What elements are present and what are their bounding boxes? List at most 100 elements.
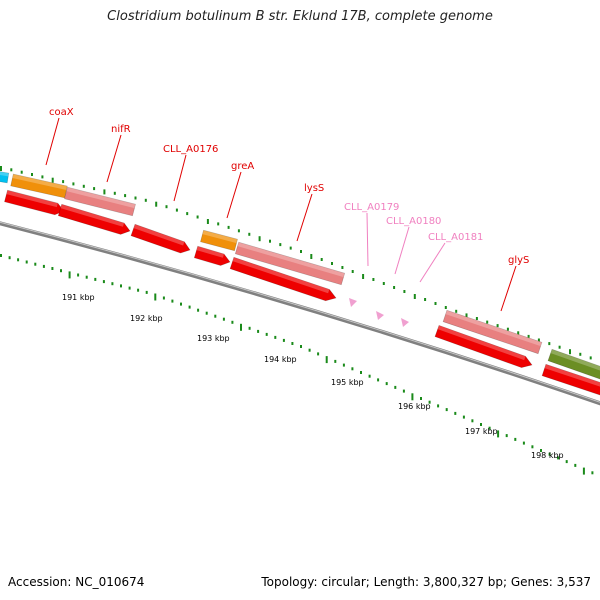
gene-red-7 — [541, 363, 600, 396]
inner-tick — [94, 277, 97, 281]
gene-label-cll-a0181: CLL_A0181 — [428, 232, 483, 243]
inner-tick — [222, 317, 225, 321]
gene-nifr-sheen — [66, 187, 136, 209]
outer-tick — [144, 198, 147, 202]
inner-tick — [128, 286, 131, 290]
leader-line — [296, 193, 313, 242]
outer-tick — [362, 274, 365, 279]
outer-tick — [589, 356, 592, 360]
inner-tick — [231, 320, 234, 324]
gene-lyss-sheen — [237, 242, 345, 278]
inner-tick — [557, 456, 560, 460]
gene-red-1-sheen — [6, 190, 58, 208]
scale-label-193kbp: 193 kbp — [197, 334, 230, 343]
outer-tick — [496, 324, 499, 328]
inner-tick — [377, 378, 380, 382]
outer-tick — [465, 313, 468, 319]
gene-red-4 — [193, 245, 231, 266]
scale-label-197kbp: 197 kbp — [465, 427, 498, 436]
outer-tick — [175, 208, 178, 212]
outer-tick — [31, 173, 33, 176]
outer-tick — [300, 250, 302, 253]
inner-tick — [411, 393, 414, 401]
leader-line — [226, 171, 242, 219]
inner-tick — [428, 400, 431, 404]
outer-tick — [186, 212, 189, 216]
outer-tick — [444, 306, 447, 309]
inner-tick — [300, 345, 302, 348]
gene-label-coax: coaX — [49, 107, 74, 118]
inner-tick — [85, 275, 88, 279]
inner-tick — [197, 308, 200, 312]
outer-tick — [341, 266, 344, 269]
inner-tick — [180, 302, 182, 306]
outer-tick — [51, 177, 54, 183]
inner-tick — [514, 437, 517, 441]
inner-tick — [497, 430, 500, 438]
inner-tick — [368, 374, 371, 378]
outer-tick — [393, 286, 396, 289]
gene-label-grea: greA — [231, 161, 254, 172]
gene-red-4-sheen — [196, 246, 224, 258]
inner-tick — [334, 359, 337, 363]
outer-tick — [10, 168, 13, 172]
gene-lyss — [234, 241, 346, 286]
gene-red-5 — [229, 256, 337, 302]
inner-tick — [565, 460, 568, 464]
outer-tick — [372, 278, 375, 281]
gene-cll-a0179 — [349, 298, 357, 307]
gene-grea — [200, 229, 238, 252]
inner-tick — [257, 329, 260, 333]
inner-tick — [471, 419, 474, 423]
outer-tick — [82, 184, 85, 188]
gene-cll-a0180 — [376, 311, 384, 320]
inner-tick — [162, 296, 165, 300]
gene-labels: coaX nifR CLL_A0176 greA lysS CLL_A0179 … — [49, 107, 529, 266]
outer-tick — [227, 225, 230, 229]
gene-red-3-sheen — [133, 224, 185, 246]
outer-tick — [113, 191, 116, 195]
outer-tick — [569, 349, 571, 355]
gene-red-2-sheen — [60, 204, 125, 227]
inner-tick — [394, 385, 397, 389]
inner-tick — [505, 434, 508, 438]
backbone-highlight — [0, 221, 600, 403]
gene-cyan — [0, 171, 10, 184]
outer-tick — [434, 302, 437, 305]
gene-red-6 — [434, 325, 533, 368]
outer-tick — [527, 334, 530, 338]
inner-tick — [540, 449, 542, 452]
inner-tick — [591, 471, 594, 475]
inner-tick — [437, 404, 440, 408]
gene-red-7-sheen — [544, 364, 600, 387]
topology-label: Topology: circular; Length: 3,800,327 bp… — [261, 575, 591, 589]
outer-tick — [20, 170, 23, 174]
inner-tick — [308, 348, 311, 352]
outer-tick — [134, 196, 137, 200]
map-title: Clostridium botulinum B str. Eklund 17B,… — [107, 9, 493, 24]
scale-label-198kbp: 198 kbp — [531, 451, 564, 460]
gene-red-6-sheen — [437, 325, 526, 361]
outer-tick — [517, 331, 520, 337]
inner-tick — [454, 411, 457, 415]
scale-label-192kbp: 192 kbp — [130, 314, 163, 323]
gene-cyan-sheen — [0, 171, 9, 177]
inner-tick — [68, 271, 71, 279]
gene-cll-a0181 — [401, 318, 409, 327]
outer-tick — [579, 352, 582, 356]
outer-tick — [206, 219, 209, 224]
inner-tick — [582, 467, 585, 475]
outer-tick — [165, 205, 168, 209]
outer-tick — [537, 338, 540, 342]
inner-tick — [137, 288, 140, 292]
inner-tick — [420, 397, 422, 400]
gene-label-cll-a0176: CLL_A0176 — [163, 144, 218, 155]
inner-tick — [205, 311, 208, 315]
outer-tick — [506, 327, 509, 331]
scale-label-191kbp: 191 kbp — [62, 293, 95, 302]
inner-tick — [60, 269, 62, 273]
inner-tick — [325, 356, 328, 364]
outer-tick — [279, 243, 282, 247]
outer-tick — [237, 229, 240, 233]
inner-tick — [445, 408, 448, 412]
